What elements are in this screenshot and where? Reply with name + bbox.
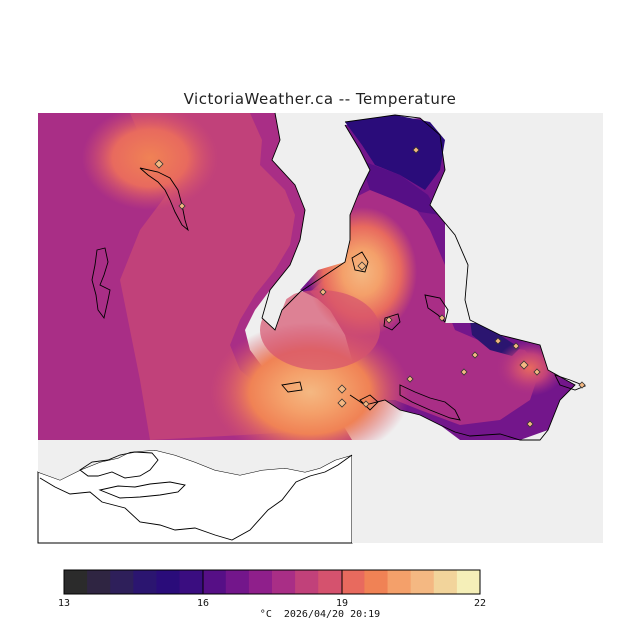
scale-tick-label: 13: [58, 598, 70, 609]
station-marker[interactable]: [178, 202, 186, 210]
color-scale-swatch: [156, 570, 181, 594]
color-scale-swatch: [295, 570, 319, 594]
color-scale-swatch: [110, 570, 134, 594]
station-marker[interactable]: [319, 288, 327, 296]
station-marker[interactable]: [337, 384, 347, 394]
color-scale-swatch: [341, 570, 365, 594]
station-marker[interactable]: [519, 360, 529, 370]
color-scale-swatch: [364, 570, 389, 594]
station-marker[interactable]: [471, 351, 479, 359]
scale-tick-label: 22: [474, 598, 486, 609]
station-marker[interactable]: [578, 381, 586, 389]
station-marker[interactable]: [357, 261, 367, 271]
station-markers: [154, 146, 586, 428]
background-east-edge: [430, 113, 603, 440]
color-scale-swatch: [433, 570, 458, 594]
station-marker[interactable]: [362, 400, 370, 408]
map-caption: °C 2026/04/20 20:19: [0, 609, 640, 620]
temperature-map[interactable]: [0, 0, 640, 560]
station-marker[interactable]: [438, 314, 446, 322]
color-scale-swatches: [64, 570, 481, 594]
station-marker[interactable]: [494, 337, 502, 345]
color-scale: 13 16 19 22: [58, 569, 486, 609]
station-marker[interactable]: [533, 368, 541, 376]
station-marker[interactable]: [412, 146, 420, 154]
color-scale-swatch: [272, 570, 296, 594]
color-scale-swatch: [387, 570, 412, 594]
station-marker[interactable]: [512, 342, 520, 350]
station-marker[interactable]: [337, 398, 347, 408]
strait-water-gap-2: [268, 113, 360, 330]
temp-field-north-cold-2: [360, 160, 440, 215]
color-scale-swatch: [318, 570, 342, 594]
color-scale-swatch: [202, 570, 227, 594]
color-scale-border: [63, 569, 481, 595]
color-scale-swatch: [456, 570, 481, 594]
color-scale-swatch: [410, 570, 435, 594]
scale-tick-label: 19: [336, 598, 348, 609]
color-scale-swatch: [179, 570, 204, 594]
color-scale-swatch: [133, 570, 157, 594]
color-scale-swatch: [87, 570, 111, 594]
color-scale-swatch: [248, 570, 273, 594]
map-title: VictoriaWeather.ca -- Temperature: [183, 90, 457, 108]
station-marker[interactable]: [406, 375, 414, 383]
station-marker[interactable]: [385, 316, 393, 324]
coastlines: [39, 112, 587, 541]
color-scale-swatch: [225, 570, 250, 594]
warm-cell-northwest: [82, 113, 218, 210]
station-marker[interactable]: [460, 368, 468, 376]
land-south-fill: [38, 440, 352, 480]
station-marker[interactable]: [526, 420, 534, 428]
color-scale-swatch: [64, 570, 88, 594]
scale-tick-label: 16: [197, 598, 209, 609]
warm-cell-central: [260, 290, 380, 370]
station-marker[interactable]: [154, 159, 164, 169]
temp-field-north-cold: [345, 115, 445, 190]
unit-label: °C: [259, 609, 272, 620]
timestamp-label: 2026/04/20 20:19: [283, 609, 381, 620]
background-south-east: [352, 440, 603, 543]
